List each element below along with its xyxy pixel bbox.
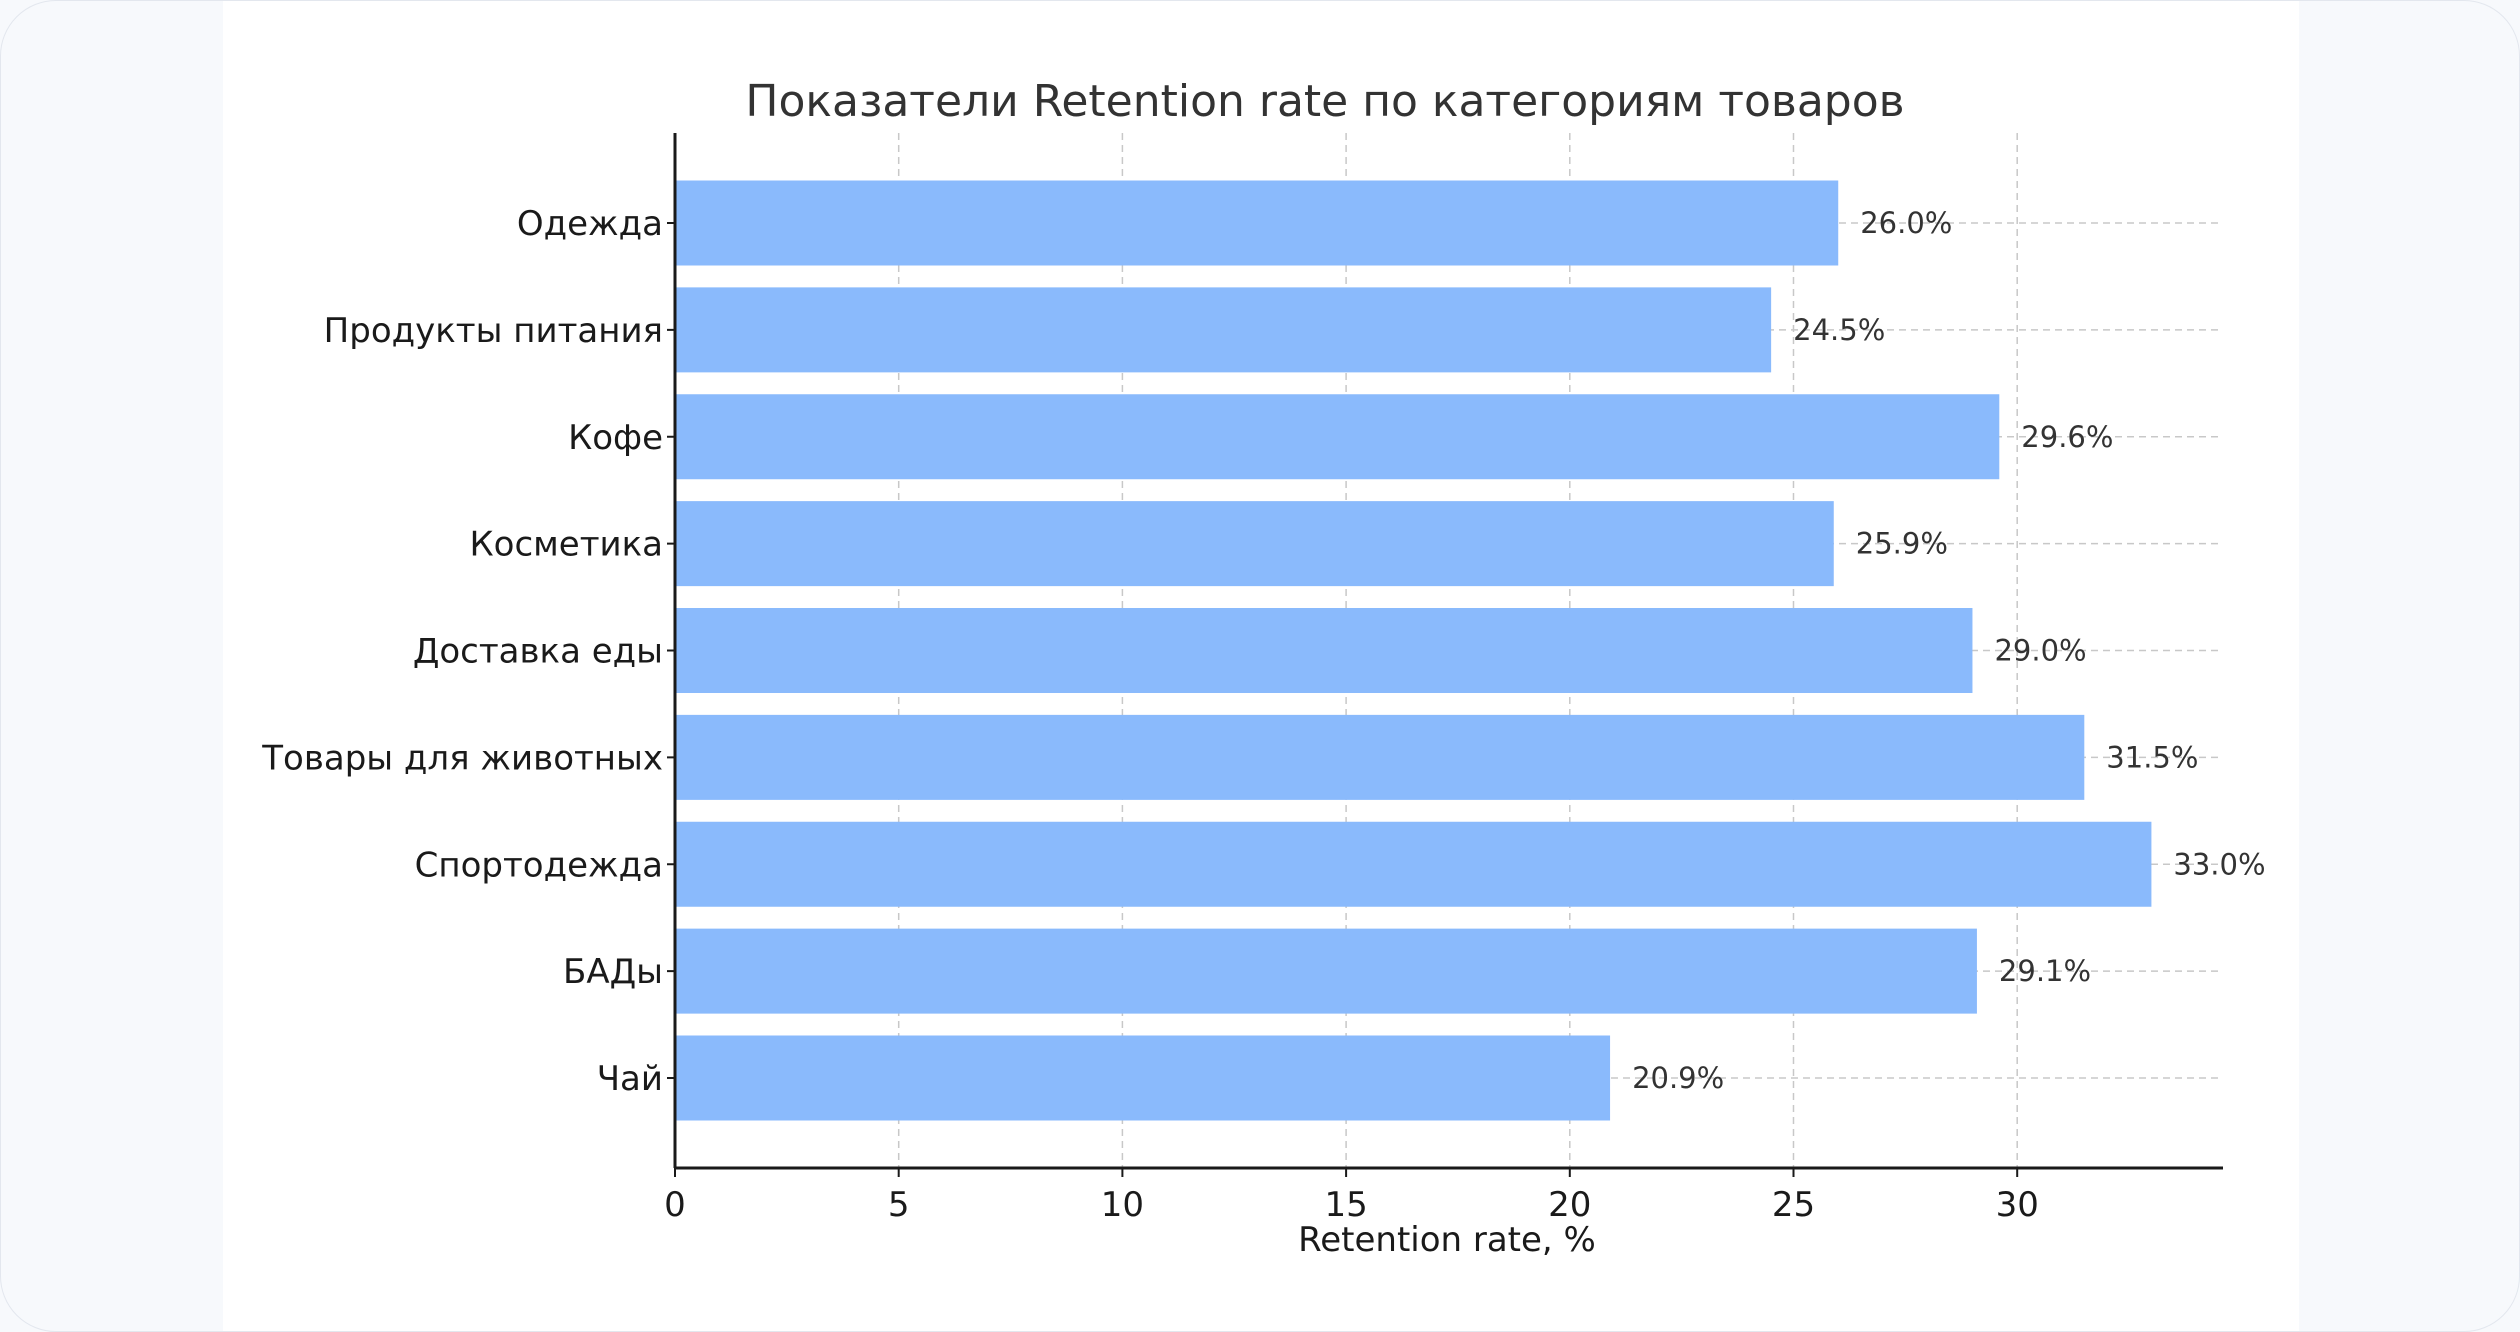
bar [675,928,1977,1014]
category-label: Спортодежда [415,845,663,885]
bar-layer [675,180,2152,1121]
x-tick-label: 0 [664,1185,686,1225]
x-tick-label: 25 [1772,1185,1815,1225]
category-label: Кофе [568,418,663,458]
category-label: БАДы [563,952,663,992]
bar [675,287,1772,373]
data-label: 25.9% [1856,527,1948,561]
x-tick-label: 20 [1548,1185,1591,1225]
category-label: Товары для животных [261,738,663,778]
bar [675,821,2152,907]
data-label: 20.9% [1632,1061,1724,1095]
data-label: 26.0% [1860,206,1952,240]
category-label: Доставка еды [413,632,663,672]
bar [675,180,1839,266]
category-label: Косметика [470,525,663,565]
category-label: Одежда [517,204,663,244]
bar [675,1035,1611,1121]
bar [675,608,1973,693]
category-label: Продукты питания [324,311,663,351]
x-axis-label: Retention rate, % [1298,1220,1596,1260]
x-tick-label: 15 [1324,1185,1367,1225]
bar [675,501,1834,587]
x-tick-label: 10 [1101,1185,1144,1225]
bar [675,394,2000,480]
data-label: 33.0% [2173,847,2265,881]
data-label: 29.1% [1999,954,2091,988]
chart-title: Показатели Retention rate по категориям … [745,76,1904,127]
data-label: 31.5% [2106,740,2198,774]
label-layer: Одежда 26.0% Продукты питания 24.5% Кофе 29.6… [261,204,2265,1225]
data-label: 24.5% [1793,313,1885,347]
data-label: 29.6% [2021,420,2113,454]
x-tick-label: 5 [888,1185,910,1225]
category-label: Чай [597,1059,663,1099]
x-tick-label: 30 [1996,1185,2039,1225]
data-label: 29.0% [1994,634,2086,668]
bar [675,714,2085,800]
